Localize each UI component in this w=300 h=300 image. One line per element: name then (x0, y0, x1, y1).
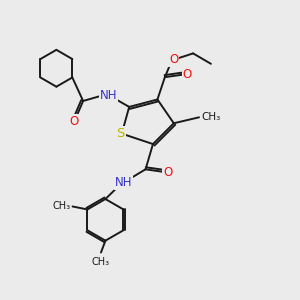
Text: O: O (70, 115, 79, 128)
Text: O: O (163, 166, 172, 179)
Text: S: S (116, 127, 124, 140)
Text: CH₃: CH₃ (201, 112, 221, 122)
Text: O: O (182, 68, 192, 81)
Text: CH₃: CH₃ (52, 202, 70, 212)
Text: NH: NH (115, 176, 132, 189)
Text: CH₃: CH₃ (92, 257, 110, 267)
Text: NH: NH (100, 88, 117, 101)
Text: O: O (169, 53, 178, 66)
